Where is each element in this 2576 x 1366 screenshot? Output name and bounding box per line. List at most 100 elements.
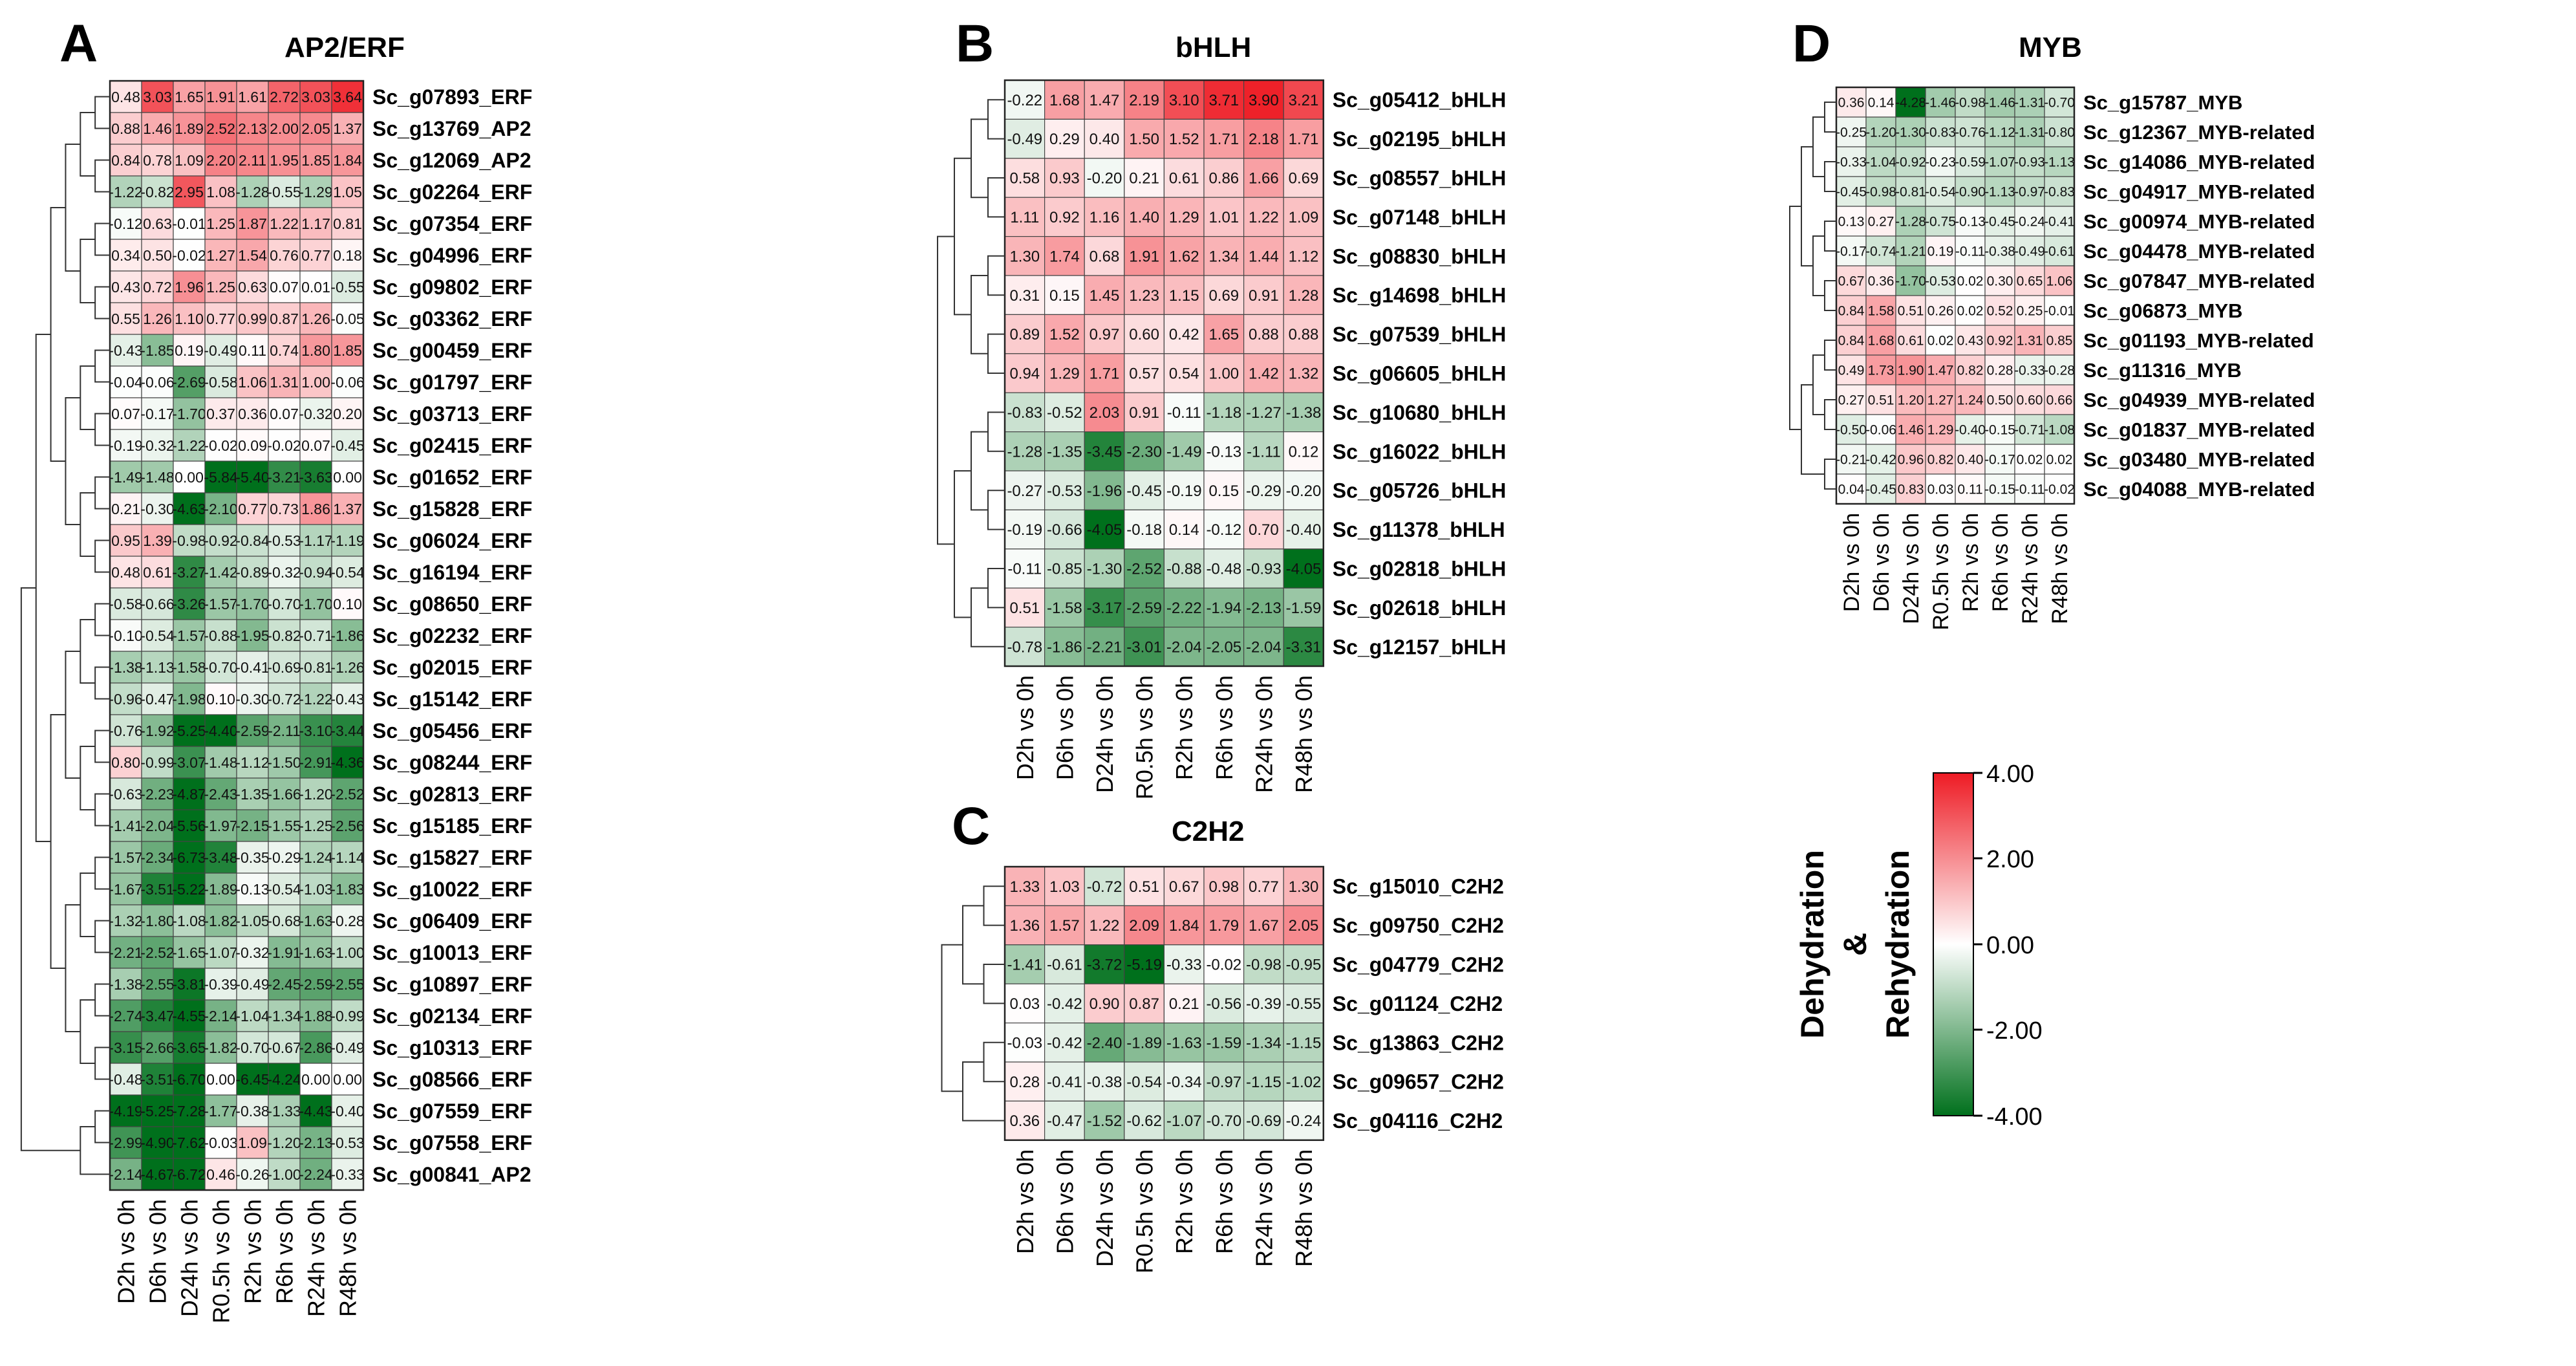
heatmap-cell-value: -1.04 <box>1865 155 1896 170</box>
heatmap-cell-value: 1.45 <box>1089 287 1120 305</box>
heatmap-cell <box>204 524 237 557</box>
heatmap-cell-value: -3.47 <box>140 1008 174 1024</box>
heatmap-cell <box>1203 626 1245 667</box>
heatmap-cell-value: -0.19 <box>1007 521 1042 539</box>
heatmap-cell <box>173 144 206 177</box>
row-label: Sc_g13769_AP2 <box>372 117 531 140</box>
row-label: Sc_g00841_AP2 <box>372 1163 531 1186</box>
column-label: R48h vs 0h <box>334 1199 361 1317</box>
heatmap-cell-value: -0.32 <box>140 437 174 454</box>
heatmap-cell-value: 2.05 <box>1289 917 1319 935</box>
row-label: Sc_g02195_bHLH <box>1333 127 1507 151</box>
heatmap-cell-value: 1.34 <box>1208 248 1239 265</box>
heatmap-cell-value: -1.24 <box>299 849 333 866</box>
column-label: R2h vs 0h <box>239 1199 266 1304</box>
heatmap-cell-value: -1.14 <box>330 849 365 866</box>
heatmap-cell <box>236 302 269 335</box>
heatmap-cell-value: 0.34 <box>111 247 140 264</box>
heatmap-cell-value: 0.00 <box>301 1071 330 1088</box>
heatmap-cell <box>1925 354 1956 385</box>
heatmap-cell <box>173 968 206 1001</box>
heatmap-cell <box>299 1094 332 1127</box>
panel-letter-c: C <box>952 797 990 856</box>
column-label: R0.5h vs 0h <box>1132 675 1158 799</box>
heatmap-cell <box>1044 548 1085 589</box>
heatmap-cell <box>1283 80 1324 120</box>
row-label: Sc_g01652_ERF <box>372 466 532 489</box>
heatmap-cell-value: 1.31 <box>270 374 299 391</box>
heatmap-cell-value: -1.02 <box>1286 1074 1322 1091</box>
heatmap-cell-value: -0.80 <box>2044 125 2075 140</box>
heatmap-cell <box>1925 206 1956 237</box>
heatmap-cell-value: 1.09 <box>238 1134 267 1151</box>
dendrogram-branch <box>65 651 81 779</box>
heatmap-cell-value: -0.98 <box>172 532 206 549</box>
heatmap-cell-value: -0.53 <box>1047 482 1082 500</box>
heatmap-cell-value: -1.92 <box>140 722 174 739</box>
heatmap-cell-value: -0.13 <box>235 881 269 898</box>
row-label: Sc_g10013_ERF <box>372 941 532 964</box>
heatmap-cell <box>1955 473 1986 504</box>
heatmap-cell <box>236 936 269 969</box>
heatmap-cell-value: -2.99 <box>109 1134 142 1151</box>
heatmap-cell <box>173 461 206 493</box>
heatmap-cell-value: -0.41 <box>1047 1074 1082 1091</box>
heatmap-cell-value: -1.11 <box>1247 443 1281 461</box>
dendrogram-branch <box>94 539 110 573</box>
heatmap-cell <box>1124 944 1165 984</box>
heatmap-cell <box>1044 431 1085 472</box>
heatmap-cell-value: -0.82 <box>140 184 174 201</box>
heatmap-cell-value: -2.04 <box>140 818 175 834</box>
dendrogram-branch <box>954 157 971 316</box>
heatmap-cell <box>236 809 269 842</box>
heatmap-cell <box>1243 1022 1284 1063</box>
heatmap-cell-value: -0.02 <box>204 437 237 454</box>
heatmap-cell-value: 1.33 <box>1009 878 1040 896</box>
heatmap-cell-value: 1.40 <box>1129 209 1159 226</box>
heatmap-cell <box>2014 116 2045 147</box>
heatmap-cell-value: 1.90 <box>1898 363 1924 378</box>
heatmap-cell-value: 0.92 <box>1049 209 1080 226</box>
heatmap-cell <box>1243 626 1284 667</box>
heatmap-cell-value: -5.40 <box>235 469 269 486</box>
heatmap-cell-value: -3.72 <box>1087 957 1122 974</box>
heatmap-cell <box>2014 414 2045 445</box>
heatmap-cell-value: -2.11 <box>268 722 301 739</box>
heatmap-cell <box>1203 392 1245 433</box>
heatmap-cell-value: 0.65 <box>2017 274 2043 289</box>
heatmap-cell-value: -1.55 <box>267 818 301 834</box>
heatmap-cell <box>331 80 364 113</box>
heatmap-cell-value: 1.58 <box>1868 304 1894 319</box>
heatmap-cell-value: -0.92 <box>1895 155 1926 170</box>
heatmap-cell-value: 1.84 <box>333 152 362 169</box>
heatmap-cell-value: -0.28 <box>2044 363 2075 378</box>
heatmap-cell-value: -0.17 <box>1984 453 2015 468</box>
heatmap-cell <box>268 1158 301 1191</box>
heatmap-cell-value: -0.70 <box>2044 96 2075 111</box>
heatmap-cell-value: -0.42 <box>1047 1034 1082 1052</box>
panel-a-heatmap: 0.48 3.03 1.65 1.91 1.61 2.72 3.03 3.640.88 1.46… <box>20 80 532 1323</box>
row-label: Sc_g14698_bHLH <box>1333 284 1507 307</box>
heatmap-cell <box>1044 587 1085 628</box>
dendrogram-branch <box>962 905 984 985</box>
heatmap-cell <box>2044 176 2075 207</box>
heatmap-cell-value: -0.83 <box>2044 185 2075 200</box>
heatmap-cell-value: -1.22 <box>109 184 142 201</box>
heatmap-cell <box>141 1094 174 1127</box>
heatmap-cell <box>236 1031 269 1064</box>
heatmap-cell-value: -2.86 <box>299 1039 332 1056</box>
heatmap-cell <box>268 714 301 747</box>
panel-letter-d: D <box>1792 14 1830 73</box>
heatmap-cell-value: -0.63 <box>109 786 142 803</box>
heatmap-cell-value: 1.71 <box>1089 365 1120 383</box>
heatmap-cell <box>331 968 364 1001</box>
heatmap-cell-value: 2.13 <box>238 120 267 137</box>
heatmap-cell <box>173 556 206 589</box>
heatmap-cell-value: -0.66 <box>1047 521 1082 539</box>
heatmap-cell-value: 2.52 <box>206 120 235 137</box>
heatmap-cell-value: 0.36 <box>238 406 267 422</box>
row-label: Sc_g00974_MYB-related <box>2083 210 2315 233</box>
heatmap-cell-value: 1.47 <box>1927 363 1954 378</box>
heatmap-cell-value: -1.20 <box>267 1134 301 1151</box>
heatmap-cell <box>236 1126 269 1159</box>
